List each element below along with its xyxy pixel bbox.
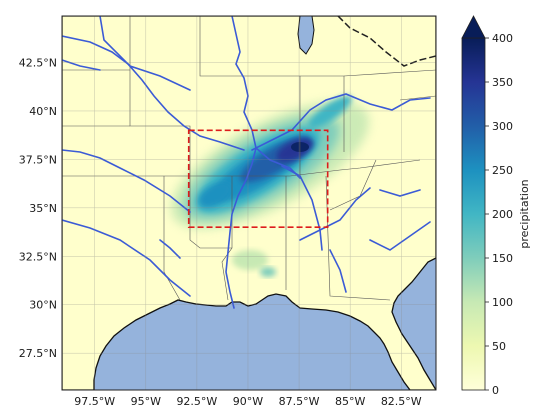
lon-tick-label: 85°W bbox=[335, 395, 365, 408]
longitude-tick-labels: 97.5°W 95°W 92.5°W 90°W 87.5°W 85°W 82.5°W bbox=[74, 395, 422, 408]
colorbar-tick-label: 400 bbox=[492, 32, 513, 45]
lat-tick-label: 35°N bbox=[29, 202, 57, 215]
lon-tick-label: 97.5°W bbox=[74, 395, 115, 408]
colorbar-tick-label: 100 bbox=[492, 296, 513, 309]
lon-tick-label: 92.5°W bbox=[176, 395, 217, 408]
colorbar-tick-label: 250 bbox=[492, 164, 513, 177]
colorbar-tick-label: 50 bbox=[492, 340, 506, 353]
colorbar-gradient bbox=[461, 37, 486, 391]
lon-tick-label: 87.5°W bbox=[279, 395, 320, 408]
lat-tick-label: 30°N bbox=[29, 299, 57, 312]
lat-tick-label: 42.5°N bbox=[19, 57, 57, 70]
lat-tick-label: 37.5°N bbox=[19, 153, 57, 166]
colorbar-tick-label: 350 bbox=[492, 76, 513, 89]
map-frame bbox=[61, 15, 437, 391]
gridlines bbox=[62, 16, 436, 390]
latitude-tick-labels: 27.5°N 30°N 32.5°N 35°N 37.5°N 40°N 42.5°N bbox=[19, 57, 57, 361]
lon-tick-label: 90°W bbox=[233, 395, 263, 408]
colorbar: 0 50 100 150 200 250 300 350 400 precipitation bbox=[461, 15, 531, 397]
lon-tick-label: 95°W bbox=[131, 395, 161, 408]
precipitation-field bbox=[170, 95, 370, 277]
colorbar-tick-label: 200 bbox=[492, 208, 513, 221]
lat-tick-label: 40°N bbox=[29, 105, 57, 118]
state-borders bbox=[62, 16, 436, 301]
colorbar-extend-arrow bbox=[461, 15, 486, 39]
colorbar-label: precipitation bbox=[518, 179, 531, 248]
lat-tick-label: 27.5°N bbox=[19, 347, 57, 360]
rivers bbox=[62, 16, 431, 309]
colorbar-tick-label: 300 bbox=[492, 120, 513, 133]
lake-michigan-edge bbox=[297, 16, 315, 55]
study-area-box bbox=[187, 129, 329, 229]
map-area bbox=[62, 16, 436, 390]
colorbar-tick-label: 0 bbox=[492, 384, 499, 397]
colorbar-ticks: 0 50 100 150 200 250 300 350 400 bbox=[485, 32, 513, 397]
lat-tick-label: 32.5°N bbox=[19, 250, 57, 263]
colorbar-tick-label: 150 bbox=[492, 252, 513, 265]
lon-tick-label: 82.5°W bbox=[381, 395, 422, 408]
